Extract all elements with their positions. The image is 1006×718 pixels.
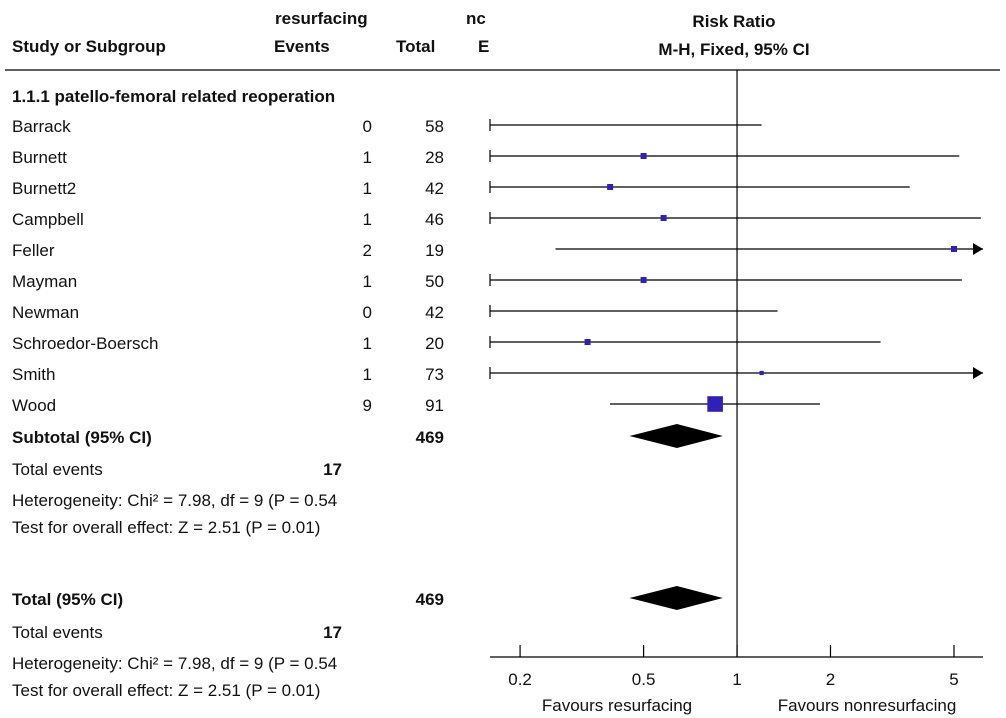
favours-left-label: Favours resurfacing — [542, 696, 692, 715]
study-name: Newman — [12, 303, 80, 322]
study-events: 1 — [362, 148, 372, 167]
effect-square — [759, 370, 764, 376]
plot-title: Risk Ratio — [692, 12, 775, 31]
forest-plot-table: resurfacing nc Study or Subgroup Events … — [0, 0, 490, 718]
plot-method: M-H, Fixed, 95% CI — [658, 40, 809, 59]
col-events2: E — [478, 37, 490, 56]
study-name: Burnett — [12, 148, 67, 167]
study-events: 1 — [362, 365, 372, 384]
tick-label: 5 — [949, 670, 958, 689]
study-name: Campbell — [12, 210, 84, 229]
subtotal-heterogeneity: Heterogeneity: Chi² = 7.98, df = 9 (P = … — [12, 491, 338, 510]
overall-label: Total (95% CI) — [12, 590, 124, 609]
study-events: 1 — [362, 210, 372, 229]
study-name: Wood — [12, 396, 57, 415]
subtotal-events-label: Total events — [12, 460, 103, 479]
subtotal-label: Subtotal (95% CI) — [12, 428, 152, 447]
study-total: 20 — [425, 334, 444, 353]
subtotal-effect: Test for overall effect: Z = 2.51 (P = 0… — [12, 518, 321, 537]
overall-events: 17 — [323, 623, 342, 642]
favours-right-label: Favours nonresurfacing — [778, 696, 957, 715]
study-total: 73 — [425, 365, 444, 384]
study-total: 91 — [425, 396, 444, 415]
study-total: 42 — [425, 303, 444, 322]
subgroup-heading: 1.1.1 patello-femoral related reoperatio… — [12, 87, 336, 106]
study-total: 50 — [425, 272, 444, 291]
study-name: Barrack — [12, 117, 71, 136]
study-total: 28 — [425, 148, 444, 167]
effect-square — [951, 246, 958, 252]
study-name: Mayman — [12, 272, 78, 291]
study-name: Burnett2 — [12, 179, 77, 198]
tick-label: 2 — [826, 670, 835, 689]
tick-label: 0.5 — [632, 670, 656, 689]
study-total: 42 — [425, 179, 444, 198]
effect-square — [640, 153, 647, 159]
study-events: 0 — [362, 117, 372, 136]
effect-square — [584, 339, 591, 345]
study-name: Smith — [12, 365, 56, 384]
col-events: Events — [274, 37, 330, 56]
group2-label: nc — [466, 9, 486, 28]
effect-square — [607, 184, 614, 190]
plot-marks: 0.2 0.5 1 2 5 Favours resurfacing Favours nonr… — [489, 70, 983, 715]
subtotal-diamond — [629, 424, 723, 448]
col-study: Study or Subgroup — [12, 37, 166, 56]
ci-arrow — [973, 243, 983, 255]
tick-label: 1 — [732, 670, 741, 689]
study-total: 58 — [425, 117, 444, 136]
study-events: 1 — [362, 334, 372, 353]
study-events: 0 — [362, 303, 372, 322]
overall-diamond — [629, 586, 723, 610]
overall-total: 469 — [415, 590, 444, 609]
study-name: Feller — [12, 241, 55, 260]
subtotal-events: 17 — [323, 460, 342, 479]
study-total: 46 — [425, 210, 444, 229]
ci-arrow — [973, 367, 983, 379]
study-events: 2 — [362, 241, 372, 260]
overall-effect: Test for overall effect: Z = 2.51 (P = 0… — [12, 681, 321, 700]
study-events: 9 — [362, 396, 372, 415]
effect-square — [707, 396, 723, 412]
group1-label: resurfacing — [275, 9, 368, 28]
overall-events-label: Total events — [12, 623, 103, 642]
study-events: 1 — [362, 272, 372, 291]
effect-square — [640, 277, 647, 283]
subtotal-total: 469 — [415, 428, 444, 447]
study-events: 1 — [362, 179, 372, 198]
tick-label: 0.2 — [508, 670, 532, 689]
overall-heterogeneity: Heterogeneity: Chi² = 7.98, df = 9 (P = … — [12, 654, 338, 673]
study-name: Schroedor-Boersch — [12, 334, 159, 353]
study-total: 19 — [425, 241, 444, 260]
col-total: Total — [396, 37, 436, 56]
effect-square — [660, 215, 667, 221]
